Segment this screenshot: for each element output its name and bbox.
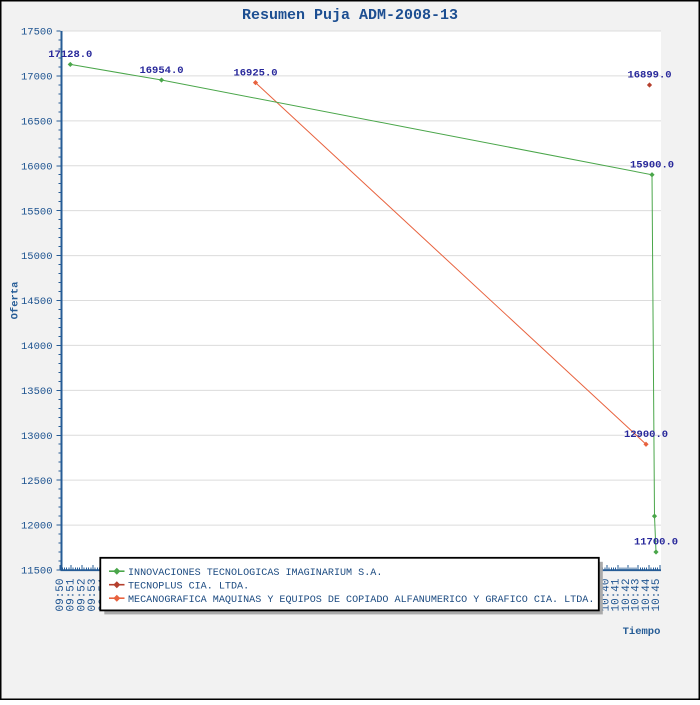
svg-text:15900.0: 15900.0 [630,159,674,171]
svg-text:12500: 12500 [21,476,53,488]
svg-text:16899.0: 16899.0 [627,70,671,82]
svg-text:16925.0: 16925.0 [233,67,277,79]
svg-text:13000: 13000 [21,431,53,443]
svg-text:09:50: 09:50 [55,578,67,611]
svg-text:17128.0: 17128.0 [48,49,92,61]
svg-text:16500: 16500 [21,116,53,128]
svg-text:INNOVACIONES TECNOLOGICAS IMAG: INNOVACIONES TECNOLOGICAS IMAGINARIUM S.… [128,568,382,579]
svg-text:Oferta: Oferta [10,281,22,320]
svg-text:15000: 15000 [21,251,53,263]
svg-text:16954.0: 16954.0 [139,65,183,77]
svg-text:10:41: 10:41 [611,578,623,611]
svg-text:17000: 17000 [21,72,53,84]
svg-text:10:42: 10:42 [621,578,633,611]
svg-text:11500: 11500 [21,566,53,578]
svg-text:17500: 17500 [21,27,53,39]
svg-text:12900.0: 12900.0 [624,429,668,441]
svg-text:13500: 13500 [21,386,53,398]
svg-text:14000: 14000 [21,341,53,353]
svg-text:11700.0: 11700.0 [634,537,678,549]
svg-text:09:51: 09:51 [66,578,78,611]
svg-text:MECANOGRAFICA MAQUINAS Y EQUIP: MECANOGRAFICA MAQUINAS Y EQUIPOS DE COPI… [128,595,594,606]
svg-text:Resumen Puja ADM-2008-13: Resumen Puja ADM-2008-13 [242,7,458,24]
svg-text:16000: 16000 [21,161,53,173]
svg-text:14500: 14500 [21,296,53,308]
svg-text:10:44: 10:44 [641,578,653,611]
svg-text:12000: 12000 [21,521,53,533]
svg-text:09:52: 09:52 [76,578,88,611]
svg-text:15500: 15500 [21,206,53,218]
svg-text:10:40: 10:40 [600,578,612,611]
svg-text:10:43: 10:43 [631,578,643,611]
svg-text:10:45: 10:45 [651,578,663,611]
svg-text:TECNOPLUS CIA. LTDA.: TECNOPLUS CIA. LTDA. [128,581,249,592]
svg-text:09:53: 09:53 [87,578,99,611]
svg-text:Tiempo: Tiempo [623,626,661,638]
